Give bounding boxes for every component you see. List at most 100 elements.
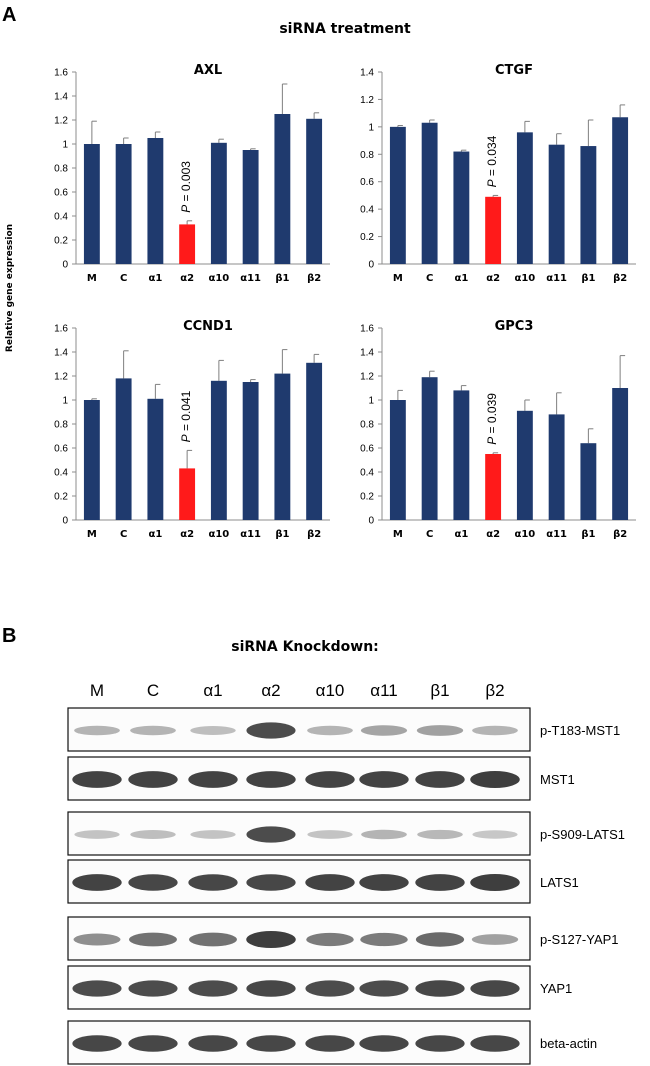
bar-α10 [210,380,227,520]
blot-band [188,771,238,788]
bar-M [389,126,406,264]
x-tick-label: α2 [180,529,194,540]
blot-band [246,722,296,739]
blot-band [305,980,355,997]
blot-band [72,980,122,997]
y-tick-label: 0 [368,516,374,527]
blot-band [305,771,355,788]
y-tick-label: 0.4 [360,468,374,479]
blot-band [307,830,353,839]
bar-β2 [612,117,629,264]
p-value-annotation: P = 0.039 [485,393,499,445]
bar-α2 [179,224,196,264]
blot-band [415,1035,465,1052]
y-tick-label: 0 [62,516,68,527]
y-tick-label: 1 [62,396,68,407]
x-tick-label: α11 [240,529,261,540]
x-tick-label: β2 [613,273,627,284]
x-tick-label: α2 [486,273,500,284]
blot-p-t183-mst1: p-T183-MST1 [67,707,620,752]
blot-band [73,933,121,946]
blot-band [130,830,176,839]
y-axis-label: Relative gene expression [5,224,15,352]
x-tick-label: α10 [208,529,229,540]
bar-β1 [274,373,291,520]
bar-C [115,144,132,264]
y-tick-label: 0.2 [360,492,374,503]
blot-band [74,725,120,736]
y-tick-label: 0.8 [54,420,68,431]
blot-band [246,874,296,891]
y-tick-label: 0 [368,260,374,271]
y-tick-label: 0.8 [360,150,374,161]
y-tick-label: 0.8 [54,164,68,175]
p-value-annotation: P = 0.034 [485,135,499,187]
y-tick-label: 1 [368,122,374,133]
blot-band [306,932,354,947]
y-tick-label: 1.6 [54,324,68,335]
x-tick-label: β1 [581,529,595,540]
blot-label: LATS1 [540,875,579,890]
x-tick-label: C [426,529,433,540]
blot-band [360,725,408,736]
blot-label: p-S127-YAP1 [540,932,619,947]
blot-band [128,980,178,997]
blot-band [472,830,518,839]
y-tick-label: 1.4 [360,348,374,359]
y-tick-label: 0.6 [360,444,374,455]
blot-band [415,932,465,947]
lane-label: β1 [430,681,449,700]
y-tick-label: 0 [62,260,68,271]
bar-β2 [612,388,629,520]
chart-title: GPC3 [495,319,534,334]
bar-C [421,122,438,264]
blot-p-s909-lats1: p-S909-LATS1 [67,811,625,856]
x-tick-label: α2 [486,529,500,540]
blot-band [305,874,355,891]
x-tick-label: β2 [307,273,321,284]
x-tick-label: α1 [148,529,162,540]
blot-band [470,980,520,997]
bar-α10 [516,410,533,520]
bar-M [83,400,100,520]
y-tick-label: 1.2 [360,372,374,383]
blot-band [188,980,238,997]
blot-label: p-T183-MST1 [540,723,620,738]
x-tick-label: M [393,529,403,540]
blot-band [246,771,296,788]
blot-band [415,980,465,997]
bar-α1 [147,138,164,264]
x-tick-label: α11 [240,273,261,284]
y-tick-label: 1 [368,396,374,407]
y-tick-label: 1.4 [360,68,374,79]
panel-a-title: siRNA treatment [279,21,411,37]
blot-band [470,770,520,789]
y-tick-label: 0.2 [360,232,374,243]
blot-band [359,874,409,891]
y-tick-label: 1.4 [54,92,68,103]
lane-label: α2 [261,681,280,700]
bar-M [389,400,406,520]
x-tick-label: β2 [613,529,627,540]
bar-α11 [548,144,565,264]
bar-β1 [580,443,597,520]
blot-band [72,874,122,891]
blot-mst1: MST1 [67,756,575,801]
chart-title: CTGF [495,63,533,78]
x-tick-label: α1 [454,273,468,284]
panel-b-letter: B [2,625,16,647]
bar-M [83,144,100,264]
y-tick-label: 0.6 [360,177,374,188]
blot-label: p-S909-LATS1 [540,827,625,842]
blot-band [417,829,463,840]
y-tick-label: 1.6 [54,68,68,79]
x-tick-label: M [87,273,97,284]
bar-β2 [306,362,323,520]
x-tick-label: C [426,273,433,284]
blot-p-s127-yap1: p-S127-YAP1 [67,916,619,961]
x-tick-label: C [120,273,127,284]
